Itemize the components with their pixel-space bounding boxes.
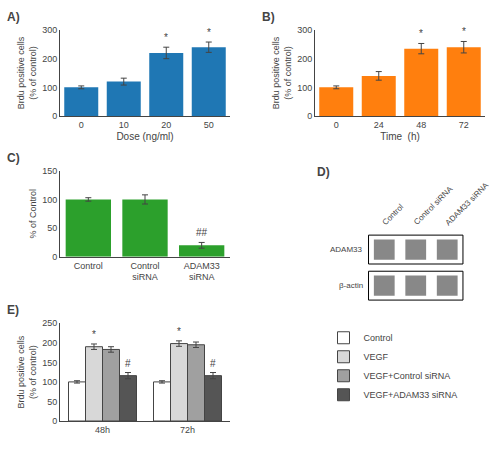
svg-text:48: 48 — [416, 120, 426, 130]
svg-text:C): C) — [7, 151, 20, 165]
svg-text:#: # — [125, 358, 131, 369]
svg-text:Brdu positive cells(% of contr: Brdu positive cells(% of control) — [16, 335, 38, 408]
svg-text:100: 100 — [42, 195, 57, 205]
svg-text:50: 50 — [204, 120, 214, 130]
svg-text:VEGF: VEGF — [364, 352, 389, 362]
svg-text:150: 150 — [42, 358, 57, 368]
svg-text:50: 50 — [47, 397, 57, 407]
svg-text:50: 50 — [47, 223, 57, 233]
svg-text:100: 100 — [42, 377, 57, 387]
svg-text:A): A) — [7, 10, 20, 24]
svg-text:E): E) — [7, 303, 19, 317]
svg-text:10: 10 — [119, 120, 129, 130]
svg-text:20: 20 — [161, 120, 171, 130]
svg-text:VEGF+ADAM33 siRNA: VEGF+ADAM33 siRNA — [364, 390, 458, 400]
svg-text:% of Control: % of Control — [28, 189, 38, 239]
svg-text:Control: Control — [74, 261, 103, 271]
svg-text:0: 0 — [307, 111, 312, 121]
svg-text:0: 0 — [334, 120, 339, 130]
svg-text:250: 250 — [42, 318, 57, 328]
svg-text:##: ## — [196, 227, 208, 238]
svg-text:200: 200 — [297, 54, 312, 64]
svg-text:150: 150 — [42, 166, 57, 176]
svg-text:ADAM33: ADAM33 — [330, 245, 363, 254]
svg-text:0: 0 — [52, 416, 57, 426]
svg-text:β-actin: β-actin — [339, 281, 363, 290]
svg-text:0: 0 — [52, 252, 57, 262]
svg-text:Control siRNA: Control siRNA — [412, 184, 455, 227]
svg-text:200: 200 — [42, 54, 57, 64]
svg-text:48h: 48h — [95, 425, 110, 435]
svg-text:100: 100 — [42, 83, 57, 93]
svg-text:Brdu positive cells(% of contr: Brdu positive cells(% of control) — [271, 36, 293, 109]
svg-text:D): D) — [317, 165, 330, 179]
svg-text:0: 0 — [79, 120, 84, 130]
svg-text:ADAM33siRNA: ADAM33siRNA — [184, 261, 220, 283]
svg-text:24: 24 — [374, 120, 384, 130]
svg-text:72: 72 — [459, 120, 469, 130]
svg-text:*: * — [207, 27, 211, 38]
svg-text:200: 200 — [42, 338, 57, 348]
svg-text:100: 100 — [297, 83, 312, 93]
svg-text:*: * — [164, 32, 168, 43]
svg-text:0: 0 — [52, 111, 57, 121]
svg-text:Control: Control — [381, 202, 406, 227]
svg-text:Control: Control — [364, 333, 393, 343]
svg-text:Dose (ng/ml): Dose (ng/ml) — [116, 131, 173, 142]
svg-text:*: * — [92, 329, 96, 340]
svg-text:Time (h): Time (h) — [380, 131, 420, 142]
svg-text:#: # — [210, 358, 216, 369]
svg-text:B): B) — [262, 10, 275, 24]
svg-text:VEGF+Control siRNA: VEGF+Control siRNA — [364, 371, 451, 381]
svg-text:ControlsiRNA: ControlsiRNA — [130, 261, 159, 283]
svg-text:*: * — [462, 26, 466, 37]
svg-text:*: * — [419, 28, 423, 39]
svg-text:300: 300 — [42, 25, 57, 35]
svg-text:72h: 72h — [180, 425, 195, 435]
svg-text:*: * — [177, 326, 181, 337]
svg-text:300: 300 — [297, 25, 312, 35]
svg-text:ADAM33 siRNA: ADAM33 siRNA — [444, 180, 491, 227]
svg-text:Brdu positive cells(% of contr: Brdu positive cells(% of control) — [16, 36, 38, 109]
